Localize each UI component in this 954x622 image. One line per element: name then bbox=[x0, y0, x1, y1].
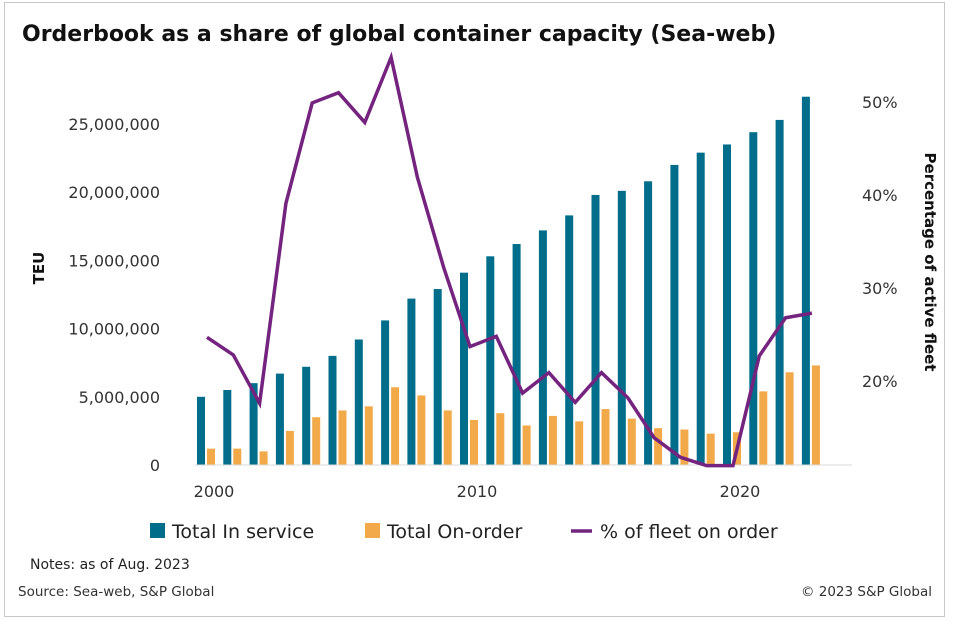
bar-in-service-2018 bbox=[670, 164, 679, 466]
bar-on-order-2005 bbox=[338, 410, 347, 465]
legend: Total In service Total On-order % of fle… bbox=[150, 521, 778, 543]
chart-title: Orderbook as a share of global container… bbox=[22, 22, 776, 47]
bar-in-service-2002 bbox=[249, 383, 258, 465]
bar-on-order-2002 bbox=[259, 451, 268, 465]
bar-on-order-2014 bbox=[575, 421, 584, 465]
bar-on-order-2010 bbox=[470, 419, 478, 465]
bar-on-order-2009 bbox=[443, 410, 452, 465]
bar-in-service-2019 bbox=[696, 152, 705, 466]
y-tick-label: 0 bbox=[150, 456, 160, 475]
bar-on-order-2013 bbox=[548, 415, 557, 465]
legend-label-in-service: Total In service bbox=[171, 521, 314, 543]
y-axis-label: TEU bbox=[30, 252, 48, 285]
legend-label-pct-line: % of fleet on order bbox=[600, 521, 778, 543]
y2-tick-label: 40% bbox=[862, 186, 898, 205]
bar-in-service-2007 bbox=[381, 320, 390, 465]
notes-text: Notes: as of Aug. 2023 bbox=[30, 557, 190, 573]
bar-on-order-2012 bbox=[522, 425, 531, 465]
bar-on-order-2021 bbox=[759, 391, 768, 465]
bar-on-order-2016 bbox=[627, 418, 636, 465]
bar-in-service-2000 bbox=[197, 396, 205, 465]
bar-in-service-2015 bbox=[591, 194, 600, 466]
bar-in-service-2016 bbox=[617, 190, 626, 465]
legend-swatch-in-service bbox=[150, 523, 165, 538]
y2-tick-label: 20% bbox=[862, 372, 898, 391]
y-tick-label: 5,000,000 bbox=[79, 388, 160, 407]
bar-on-order-2017 bbox=[654, 428, 663, 465]
legend-swatch-on-order bbox=[365, 523, 380, 538]
bar-on-order-2001 bbox=[233, 448, 242, 465]
x-tick-label: 2020 bbox=[720, 482, 761, 501]
bar-on-order-2011 bbox=[496, 413, 505, 465]
y2-tick-label: 50% bbox=[862, 93, 898, 112]
y2-tick-label: 30% bbox=[862, 279, 898, 298]
y-tick-label: 25,000,000 bbox=[68, 115, 160, 134]
bar-in-service-2012 bbox=[512, 244, 521, 465]
copyright-text: © 2023 S&P Global bbox=[801, 584, 932, 600]
bar-in-service-2004 bbox=[302, 366, 311, 465]
bar-on-order-2008 bbox=[417, 395, 426, 465]
bar-in-service-2013 bbox=[538, 230, 547, 465]
bar-on-order-2015 bbox=[601, 409, 610, 465]
bar-on-order-2003 bbox=[285, 430, 294, 465]
bar-in-service-2022 bbox=[775, 119, 784, 466]
bar-in-service-2023 bbox=[801, 96, 810, 465]
bar-in-service-2011 bbox=[486, 256, 495, 465]
bar-in-service-2001 bbox=[223, 389, 232, 465]
bar-in-service-2010 bbox=[460, 272, 468, 465]
bar-on-order-2019 bbox=[706, 433, 715, 465]
bar-in-service-2014 bbox=[565, 215, 574, 465]
bar-on-order-2007 bbox=[391, 387, 400, 465]
chart-frame bbox=[4, 2, 945, 617]
source-text: Source: Sea-web, S&P Global bbox=[18, 584, 214, 600]
bar-in-service-2021 bbox=[749, 132, 758, 465]
bar-on-order-2023 bbox=[811, 365, 820, 465]
y-tick-label: 15,000,000 bbox=[68, 251, 160, 270]
legend-label-on-order: Total On-order bbox=[386, 521, 522, 543]
bar-in-service-2020 bbox=[723, 144, 731, 465]
bar-on-order-2004 bbox=[312, 417, 321, 465]
x-tick-label: 2000 bbox=[194, 482, 235, 501]
bar-on-order-2022 bbox=[785, 372, 794, 465]
bar-on-order-2000 bbox=[207, 448, 215, 465]
x-tick-label: 2010 bbox=[457, 482, 498, 501]
bar-in-service-2009 bbox=[433, 289, 442, 465]
bar-in-service-2003 bbox=[275, 373, 284, 465]
bar-in-service-2008 bbox=[407, 298, 416, 465]
bar-on-order-2006 bbox=[364, 406, 373, 465]
bar-on-order-2018 bbox=[680, 429, 689, 465]
bar-in-service-2006 bbox=[354, 339, 363, 465]
y2-axis-label: Percentage of active fleet bbox=[921, 153, 939, 372]
series-line-pct-on-order bbox=[206, 51, 813, 468]
y-tick-label: 10,000,000 bbox=[68, 320, 160, 339]
y-tick-label: 20,000,000 bbox=[68, 183, 160, 202]
bar-in-service-2005 bbox=[328, 355, 337, 465]
bar-in-service-2017 bbox=[644, 181, 653, 465]
